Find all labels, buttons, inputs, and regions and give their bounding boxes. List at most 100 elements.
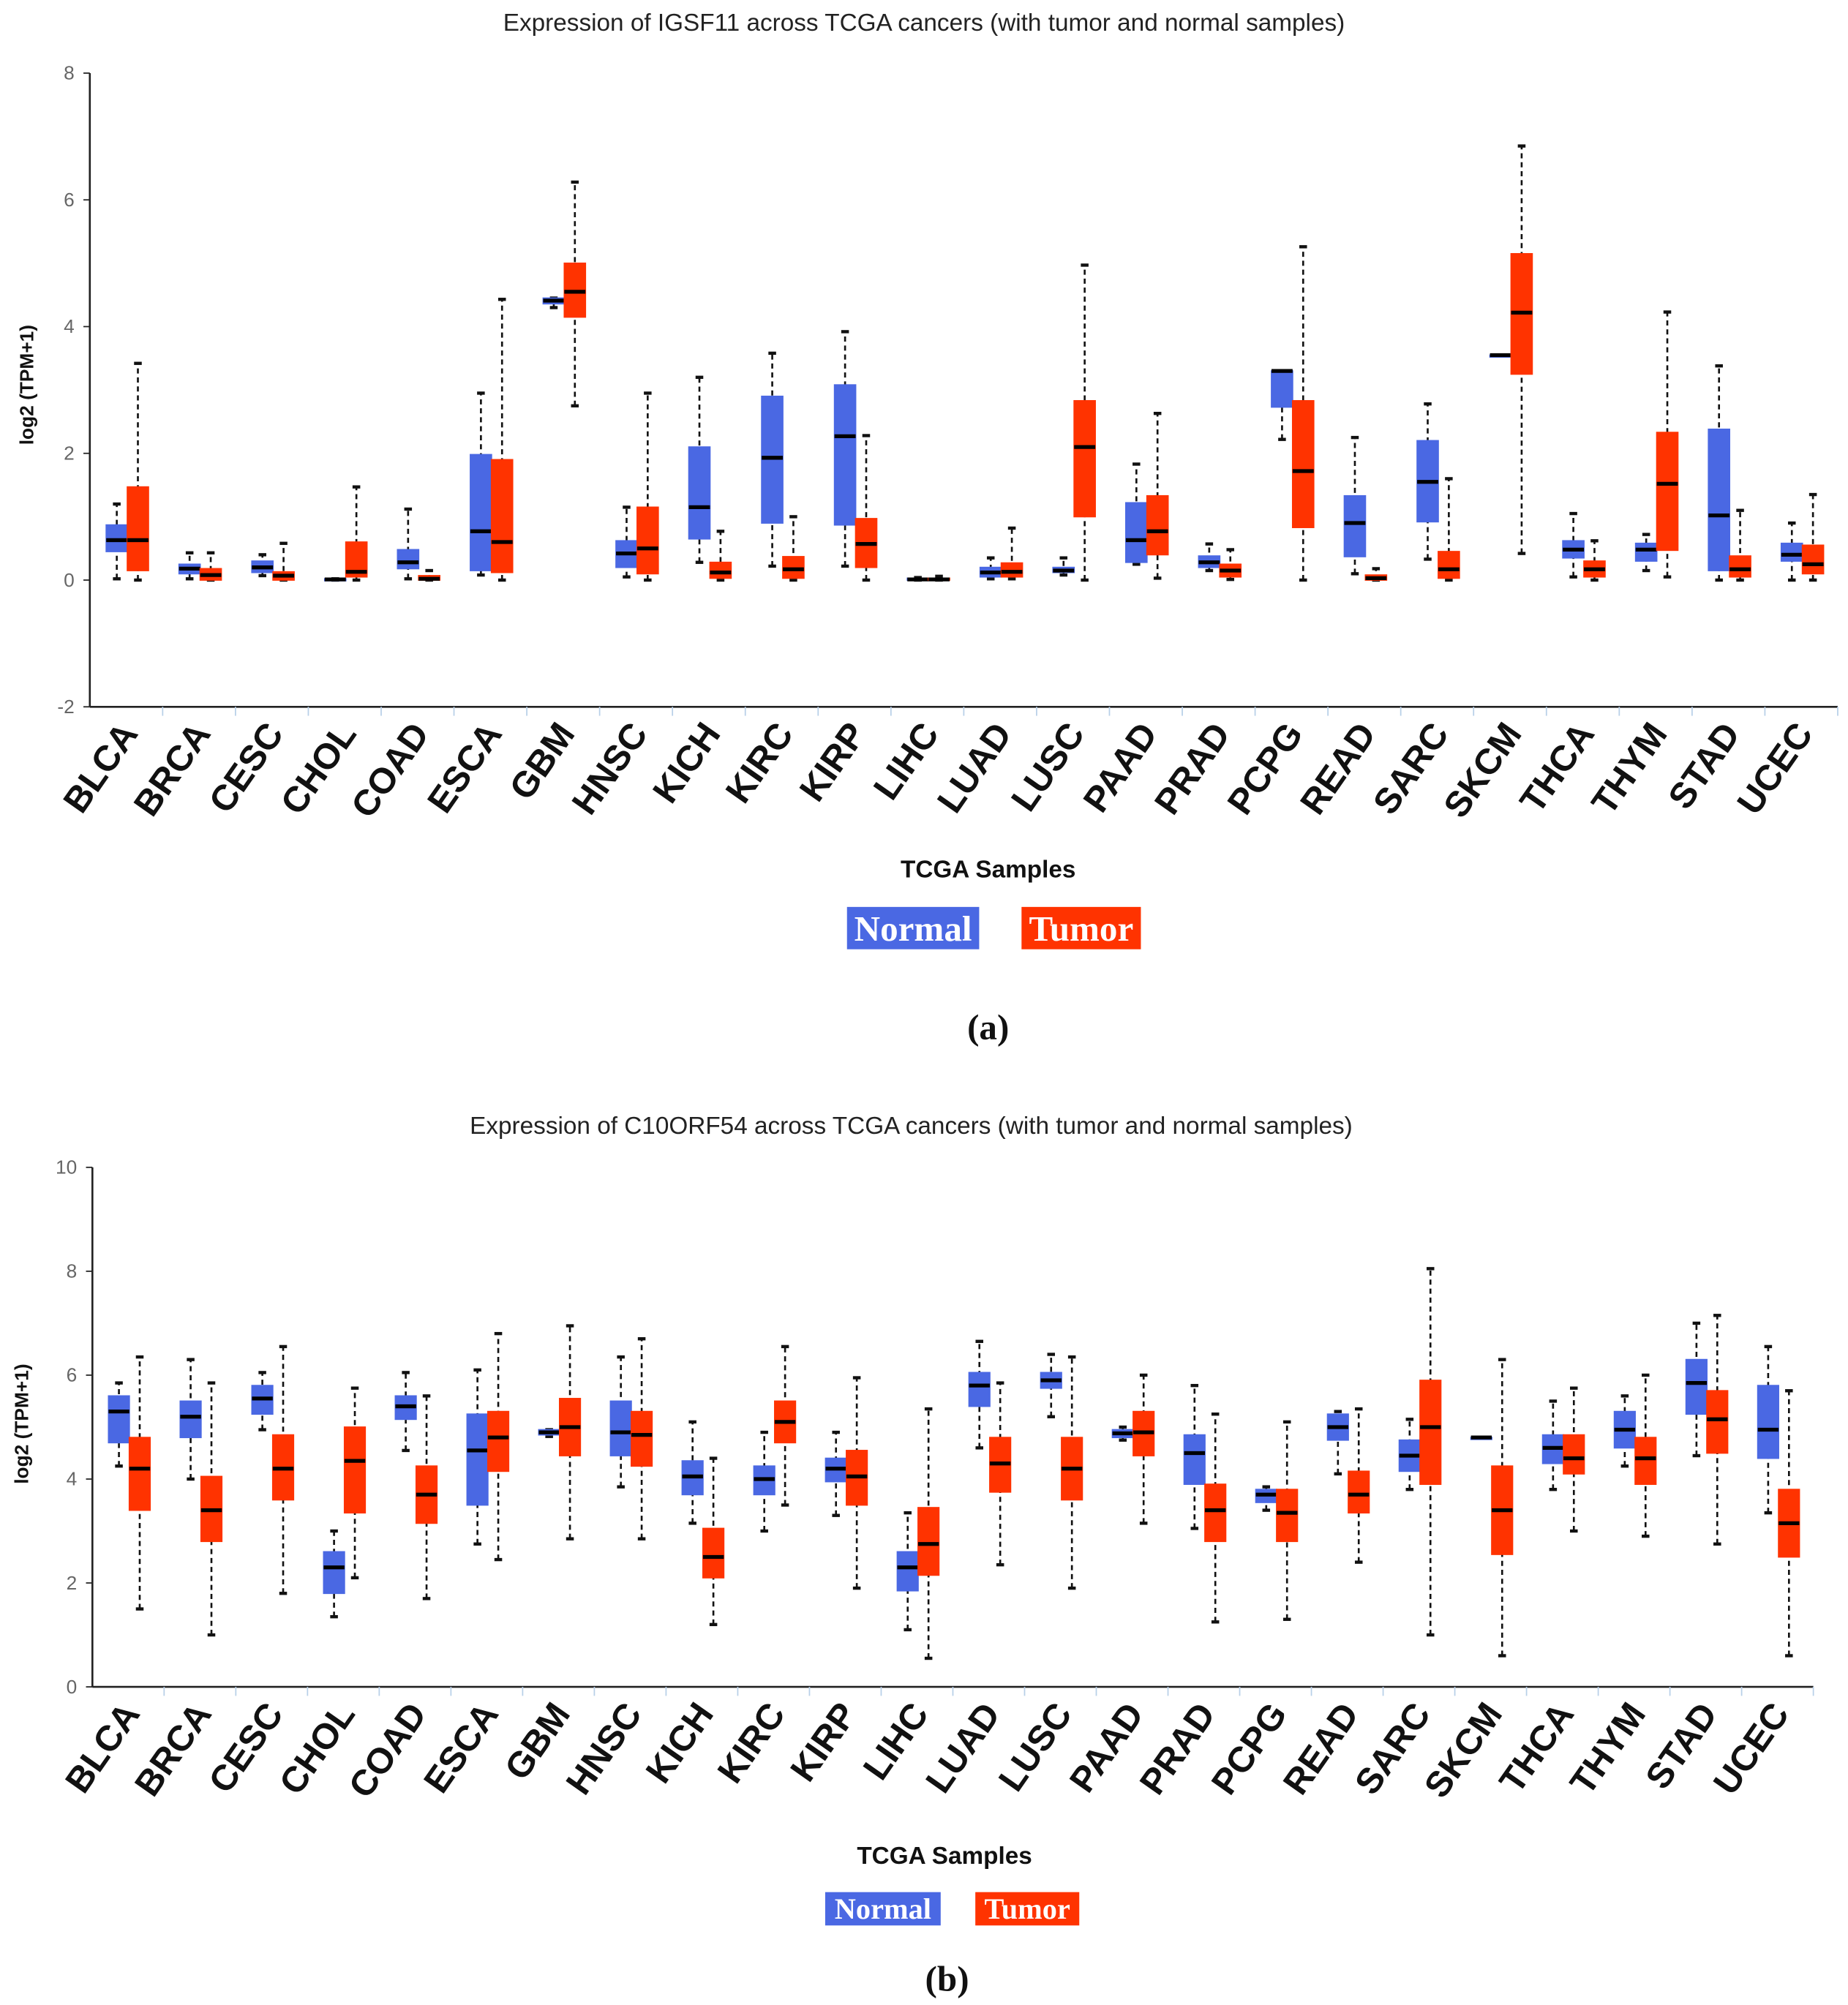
category-label-ucec: UCEC: [1730, 715, 1821, 821]
category-label-kich: KICH: [645, 715, 728, 810]
box-normal-thym: [1613, 1394, 1636, 1468]
category-label-thym: THYM: [1563, 1696, 1653, 1802]
box-iqr: [1801, 544, 1825, 575]
box-normal-blca: [105, 502, 128, 581]
category-label-cesc: CESC: [201, 1696, 290, 1800]
category-label-skcm: SKCM: [1417, 1696, 1510, 1805]
box-tumor-cesc: [271, 1344, 295, 1595]
box-tumor-coad: [415, 1394, 438, 1600]
box-normal-read: [1343, 435, 1367, 576]
box-tumor-kirp: [846, 1376, 868, 1590]
box-normal-esca: [470, 391, 492, 577]
category-label-prad: PRAD: [1133, 1696, 1223, 1802]
y-tick-label: -2: [57, 696, 74, 718]
box-tumor-esca: [487, 1331, 510, 1562]
box-iqr: [630, 1410, 653, 1467]
box-tumor-skcm: [1510, 144, 1533, 555]
y-tick-label: 6: [64, 189, 75, 211]
box-tumor-cesc: [272, 541, 295, 582]
category-label-thym: THYM: [1585, 715, 1675, 821]
box-iqr: [1124, 502, 1148, 563]
y-tick-label: 4: [64, 315, 75, 337]
box-normal-coad: [397, 507, 420, 581]
box-tumor-coad: [418, 568, 441, 582]
box-tumor-hnsc: [636, 391, 659, 582]
box-normal-cesc: [251, 553, 274, 578]
box-normal-lusc: [1052, 556, 1075, 577]
box-iqr: [709, 561, 732, 579]
category-label-prad: PRAD: [1147, 715, 1238, 821]
box-tumor-kirp: [854, 434, 878, 582]
box-tumor-read: [1364, 567, 1388, 582]
box-tumor-chol: [345, 485, 368, 582]
box-iqr: [1708, 428, 1731, 571]
box-iqr: [179, 1400, 202, 1439]
y-axis-label: log2 (TPM+1): [11, 1363, 33, 1483]
box-iqr: [1343, 494, 1367, 557]
box-normal-kich: [681, 1420, 704, 1525]
category-label-brca: BRCA: [127, 715, 219, 823]
box-normal-lusc: [1040, 1353, 1062, 1418]
box-normal-prad: [1183, 1383, 1206, 1530]
y-tick-label: 2: [67, 1572, 78, 1594]
box-iqr: [108, 1395, 130, 1444]
box-normal-gbm: [542, 296, 566, 309]
box-tumor-brca: [199, 551, 222, 582]
legend-label-tumor: Tumor: [1029, 909, 1133, 949]
y-axis-label: log2 (TPM+1): [16, 325, 38, 445]
box-tumor-kich: [709, 530, 732, 582]
box-iqr: [1685, 1358, 1708, 1415]
box-tumor-paad: [1146, 411, 1169, 580]
box-iqr: [127, 486, 149, 571]
box-iqr: [466, 1413, 489, 1506]
box-iqr: [1729, 555, 1751, 578]
box-tumor-ucec: [1801, 492, 1825, 582]
y-tick-label: 2: [64, 443, 75, 464]
category-label-coad: COAD: [342, 1696, 435, 1805]
legend-label-normal: Normal: [854, 909, 972, 949]
box-normal-gbm: [538, 1428, 560, 1438]
box-iqr: [470, 454, 492, 571]
box-iqr: [1291, 399, 1315, 528]
box-tumor-prad: [1204, 1412, 1227, 1624]
category-label-paad: PAAD: [1062, 1696, 1152, 1799]
category-label-kich: KICH: [639, 1696, 721, 1790]
box-tumor-gbm: [558, 1324, 582, 1541]
box-normal-lihc: [906, 576, 929, 582]
y-tick-label: 6: [67, 1364, 78, 1386]
box-tumor-blca: [128, 1355, 151, 1611]
box-normal-skcm: [1489, 353, 1512, 358]
box-iqr: [702, 1527, 725, 1579]
box-normal-skcm: [1470, 1435, 1492, 1440]
category-label-esca: ESCA: [420, 715, 509, 820]
box-iqr: [1757, 1385, 1779, 1459]
box-iqr: [609, 1400, 632, 1456]
box-normal-chol: [323, 1529, 345, 1619]
box-normal-chol: [323, 577, 347, 582]
box-tumor-gbm: [563, 180, 587, 407]
legend: Normal Tumor: [825, 1892, 1080, 1926]
box-tumor-prad: [1219, 548, 1242, 582]
chart-panel-b: Expression of C10ORF54 across TCGA cance…: [11, 1113, 1814, 1999]
panel-label: (b): [925, 1959, 969, 1999]
x-axis-label: TCGA Samples: [901, 857, 1075, 884]
box-tumor-lusc: [1061, 1355, 1083, 1590]
box-iqr: [128, 1437, 151, 1511]
box-normal-luad: [968, 1339, 991, 1450]
box-iqr: [1073, 399, 1096, 518]
category-label-luad: LUAD: [919, 1696, 1008, 1800]
legend-swatch-tumor: [1021, 906, 1141, 949]
y-tick-label: 8: [67, 1260, 78, 1282]
category-label-luad: LUAD: [930, 715, 1019, 820]
box-tumor-stad: [1729, 508, 1751, 582]
box-tumor-kich: [702, 1456, 725, 1627]
box-iqr: [1419, 1380, 1442, 1485]
box-normal-pcpg: [1271, 369, 1293, 441]
box-iqr: [1634, 542, 1658, 562]
box-normal-kirp: [825, 1430, 847, 1517]
box-normal-pcpg: [1255, 1485, 1277, 1512]
box-iqr: [1348, 1470, 1370, 1514]
box-tumor-ucec: [1778, 1389, 1800, 1658]
box-normal-sarc: [1416, 402, 1439, 561]
